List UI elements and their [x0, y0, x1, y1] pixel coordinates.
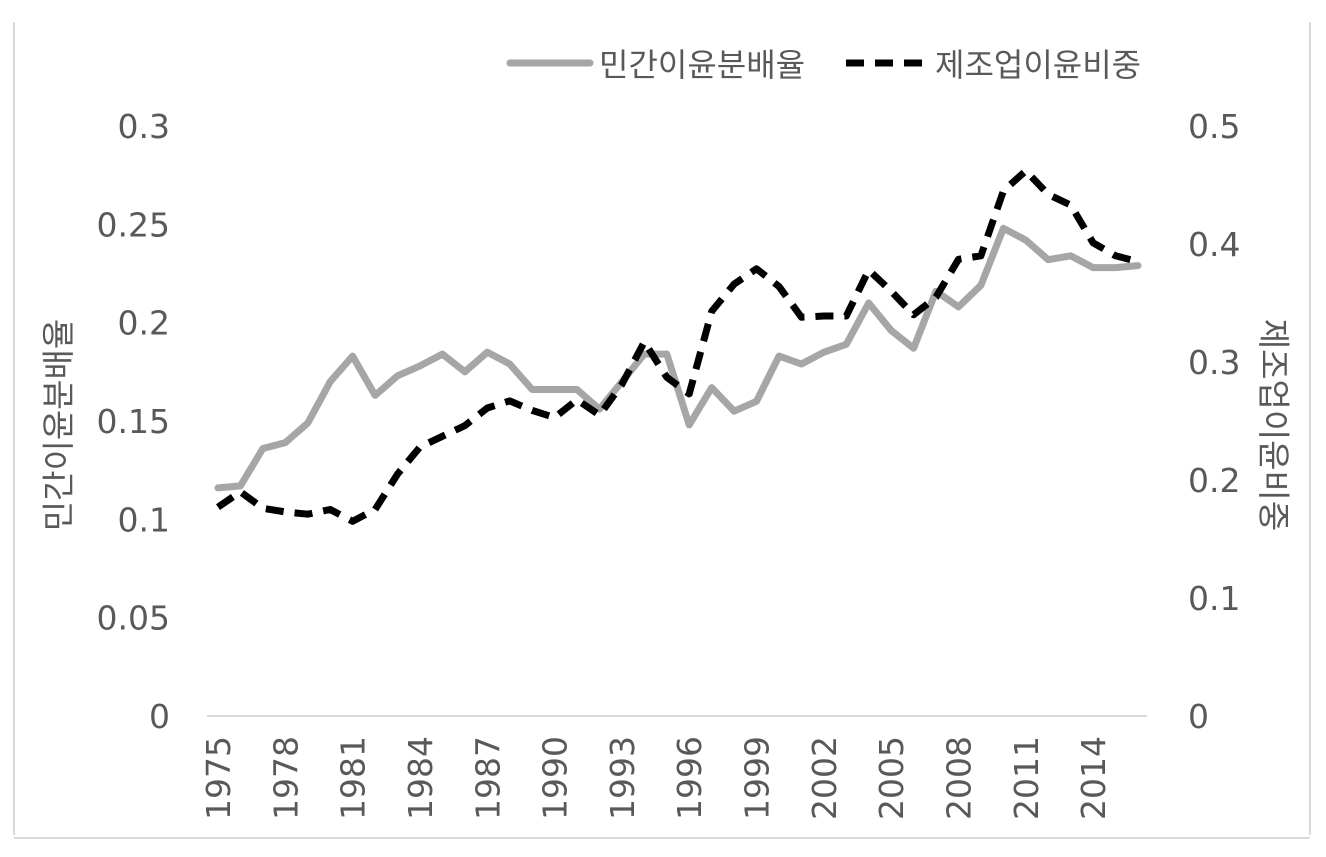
series-line-2 [216, 167, 1139, 525]
y-right-tick-label-5: 0.5 [1188, 107, 1240, 146]
y-right-tick-label-2: 0.2 [1188, 461, 1240, 500]
x-axis-ticks: 1975 1978 1981 1984 1987 1990 1993 1996 1999 2002… [199, 736, 1113, 820]
x-tick-label-1: 1978 [266, 736, 305, 820]
legend-label-series-2: 제조업이윤비중 [935, 46, 1141, 84]
y-left-tick-label-5: 0.25 [97, 205, 170, 244]
x-tick-label-2: 1981 [334, 736, 373, 820]
y-left-tick-label-4: 0.2 [118, 304, 170, 343]
x-tick-label-11: 2008 [939, 736, 978, 820]
x-tick-label-6: 1993 [603, 736, 642, 820]
series-layer [214, 167, 1142, 525]
y-axis-right-title: 제조업이윤비중 [1254, 319, 1293, 532]
y-right-tick-label-4: 0.4 [1188, 225, 1240, 264]
legend: 민간이윤분배율 제조업이윤비중 [506, 46, 1141, 84]
x-tick-label-10: 2005 [872, 736, 911, 820]
x-tick-label-3: 1984 [401, 736, 440, 820]
y-right-tick-label-1: 0.1 [1188, 579, 1240, 618]
x-tick-label-8: 1999 [738, 736, 777, 820]
y-axis-left-title: 민간이윤분배율 [39, 319, 78, 532]
y-left-tick-label-2: 0.1 [118, 500, 170, 539]
legend-label-series-1: 민간이윤분배율 [599, 46, 805, 84]
x-tick-label-12: 2011 [1007, 736, 1046, 820]
x-tick-label-13: 2014 [1074, 736, 1113, 820]
x-tick-label-5: 1990 [536, 736, 575, 820]
y-left-tick-label-3: 0.15 [97, 402, 170, 441]
y-right-tick-label-3: 0.3 [1188, 343, 1240, 382]
y-axis-left-ticks: 0 0.05 0.1 0.15 0.2 0.25 0.3 [97, 107, 170, 736]
y-left-tick-label-1: 0.05 [97, 599, 170, 638]
y-left-tick-label-6: 0.3 [118, 107, 170, 146]
y-left-tick-label-0: 0 [149, 697, 170, 736]
series-line-1 [214, 224, 1142, 492]
x-tick-label-9: 2002 [805, 736, 844, 820]
y-right-tick-label-0: 0 [1188, 697, 1209, 736]
y-axis-right-ticks: 0 0.1 0.2 0.3 0.4 0.5 [1188, 107, 1240, 736]
x-tick-label-7: 1996 [670, 736, 709, 820]
x-tick-label-4: 1987 [468, 736, 507, 820]
x-tick-label-0: 1975 [199, 736, 238, 820]
